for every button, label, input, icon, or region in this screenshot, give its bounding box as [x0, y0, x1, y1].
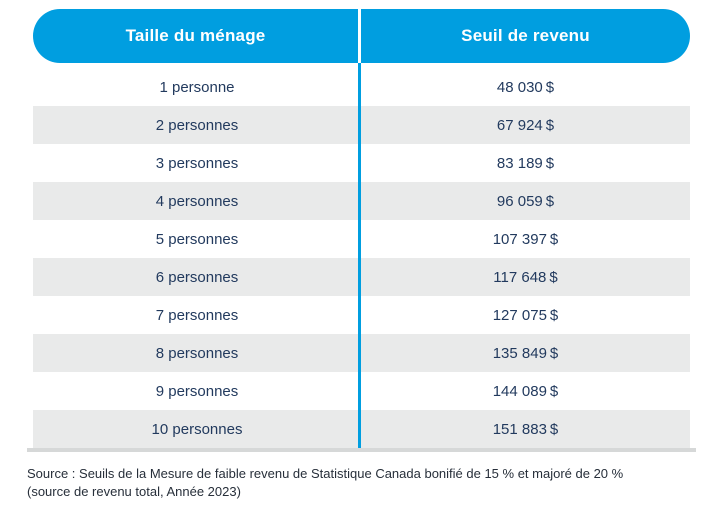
household-size-cell: 2 personnes	[155, 116, 239, 134]
table-row: 1 personne 48 030 $	[33, 68, 690, 106]
income-threshold-cell: 67 924 $	[496, 116, 555, 134]
table-body: 1 personne 48 030 $ 2 personnes 67 924 $ 3 p…	[33, 63, 690, 448]
source-note-line2: (source de revenu total, Année 2023)	[27, 484, 241, 499]
household-size-cell: 4 personnes	[155, 192, 239, 210]
table-row: 9 personnes 144 089 $	[33, 372, 690, 410]
income-threshold-cell: 135 849 $	[492, 344, 559, 362]
household-size-cell: 3 personnes	[155, 154, 239, 172]
income-threshold-table: Taille du ménage Seuil de revenu 1 perso…	[27, 9, 696, 452]
table-header: Taille du ménage Seuil de revenu	[33, 9, 690, 63]
income-threshold-cell: 144 089 $	[492, 382, 559, 400]
column-header-household-size: Taille du ménage	[33, 9, 361, 63]
table-row: 5 personnes 107 397 $	[33, 220, 690, 258]
household-size-cell: 7 personnes	[155, 306, 239, 324]
household-size-cell: 8 personnes	[155, 344, 239, 362]
income-threshold-cell: 83 189 $	[496, 154, 555, 172]
table-row: 3 personnes 83 189 $	[33, 144, 690, 182]
table-row: 10 personnes 151 883 $	[33, 410, 690, 448]
household-size-cell: 5 personnes	[155, 230, 239, 248]
table-row: 4 personnes 96 059 $	[33, 182, 690, 220]
household-size-cell: 10 personnes	[151, 420, 243, 438]
column-divider	[358, 63, 361, 448]
column-header-income-threshold: Seuil de revenu	[461, 26, 590, 45]
income-threshold-cell: 107 397 $	[492, 230, 559, 248]
income-threshold-cell: 96 059 $	[496, 192, 555, 210]
income-threshold-cell: 151 883 $	[492, 420, 559, 438]
table-row: 7 personnes 127 075 $	[33, 296, 690, 334]
source-note: Source : Seuils de la Mesure de faible r…	[27, 465, 623, 501]
table-row: 8 personnes 135 849 $	[33, 334, 690, 372]
household-size-cell: 6 personnes	[155, 268, 239, 286]
income-threshold-cell: 48 030 $	[496, 78, 555, 96]
table-bottom-border	[27, 448, 696, 452]
income-threshold-cell: 117 648 $	[493, 268, 558, 286]
household-size-cell: 1 personne	[159, 78, 235, 96]
table-row: 6 personnes 117 648 $	[33, 258, 690, 296]
household-size-cell: 9 personnes	[155, 382, 239, 400]
source-note-line1: Source : Seuils de la Mesure de faible r…	[27, 466, 624, 481]
table-row: 2 personnes 67 924 $	[33, 106, 690, 144]
income-threshold-cell: 127 075 $	[492, 306, 559, 324]
